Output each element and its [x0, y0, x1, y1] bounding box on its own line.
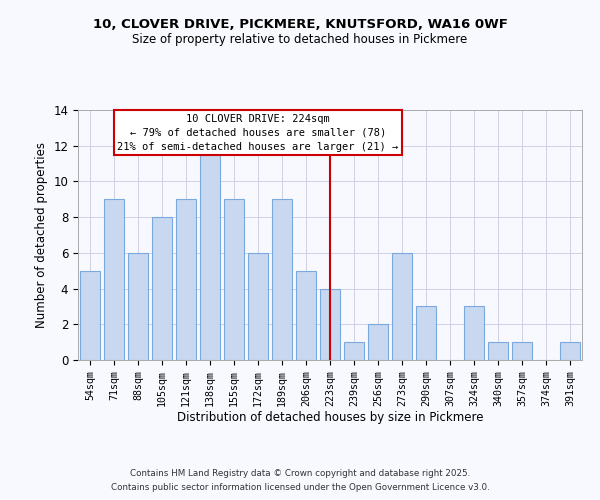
Text: 10, CLOVER DRIVE, PICKMERE, KNUTSFORD, WA16 0WF: 10, CLOVER DRIVE, PICKMERE, KNUTSFORD, W…	[92, 18, 508, 30]
Bar	[176, 200, 196, 360]
Text: 10 CLOVER DRIVE: 224sqm
← 79% of detached houses are smaller (78)
21% of semi-de: 10 CLOVER DRIVE: 224sqm ← 79% of detache…	[118, 114, 398, 152]
X-axis label: Distribution of detached houses by size in Pickmere: Distribution of detached houses by size …	[177, 412, 483, 424]
Bar	[488, 342, 508, 360]
Text: Size of property relative to detached houses in Pickmere: Size of property relative to detached ho…	[133, 32, 467, 46]
Bar	[368, 324, 388, 360]
Bar	[512, 342, 532, 360]
Bar	[80, 270, 100, 360]
Bar	[416, 306, 436, 360]
Bar	[152, 217, 172, 360]
Bar	[200, 146, 220, 360]
Bar	[248, 253, 268, 360]
Text: Contains public sector information licensed under the Open Government Licence v3: Contains public sector information licen…	[110, 484, 490, 492]
Bar	[392, 253, 412, 360]
Y-axis label: Number of detached properties: Number of detached properties	[35, 142, 48, 328]
Bar	[320, 288, 340, 360]
Bar	[104, 200, 124, 360]
Bar	[344, 342, 364, 360]
Text: Contains HM Land Registry data © Crown copyright and database right 2025.: Contains HM Land Registry data © Crown c…	[130, 468, 470, 477]
Bar	[560, 342, 580, 360]
Bar	[224, 200, 244, 360]
Bar	[128, 253, 148, 360]
Bar	[296, 270, 316, 360]
Bar	[272, 200, 292, 360]
Bar	[464, 306, 484, 360]
